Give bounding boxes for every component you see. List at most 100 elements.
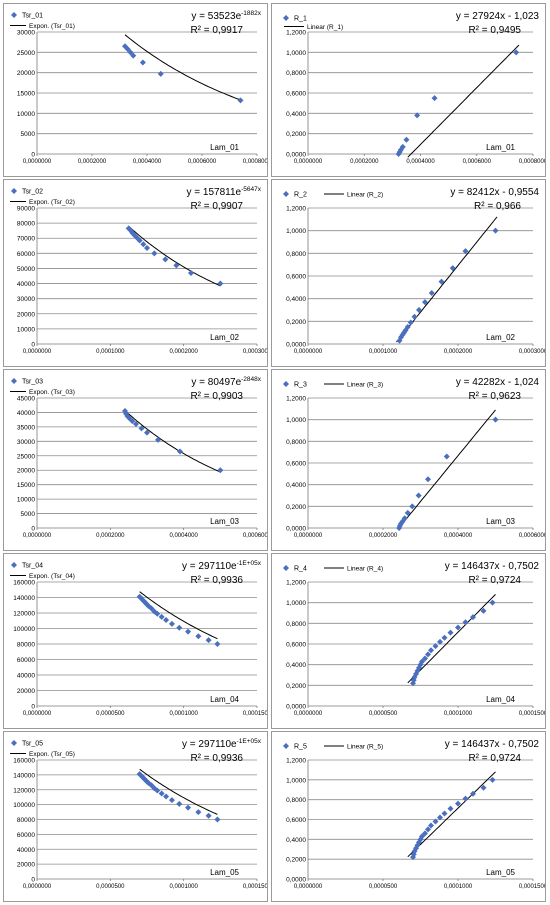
chart-r-4: 0,0000 0,2000 0,4000 0,6000 0,8000 1,0000 1,20… [271,553,546,729]
y-tick-label: 40000 [17,410,35,417]
x-tick-label: 0,0001500 [519,711,545,717]
x-tick-label: 0,0001000 [369,349,398,355]
r-squared-label: R² = 0,9917 [190,25,243,36]
legend-trend-label: Linear (R_4) [347,566,383,573]
y-tick-label: 15000 [17,91,35,98]
y-tick-label: 100000 [13,626,35,633]
y-tick-label: 0,8000 [286,439,306,446]
y-tick-label: 0,2000 [286,857,306,864]
x-axis-label: Lam_03 [210,517,239,526]
data-point [425,826,431,833]
x-tick-label: 0,0000500 [369,711,398,717]
data-point [441,810,448,817]
data-point [124,46,131,53]
trendline [124,410,221,473]
data-point [123,410,130,417]
chart-tsr-05: 0 20000 40000 60000 80000 100000 120000 140000 1… [3,731,268,902]
trendline-equation: y = 297110e-1E+05x [182,560,262,572]
r-squared-label: R² = 0,9724 [468,753,521,764]
data-point [401,515,408,522]
y-tick-label: 1,0000 [286,228,306,235]
x-tick-label: 0,0000000 [23,711,52,717]
trendline [124,34,241,101]
r-squared-label: R² = 0,9495 [468,25,521,36]
x-tick-label: 0,0003000 [519,349,545,355]
x-tick-label: 0,0000000 [23,349,52,355]
x-tick-label: 0,0000000 [294,159,323,165]
data-point [489,776,496,783]
data-point [428,647,434,654]
legend-series-label: Tsr_02 [22,189,43,196]
y-tick-label: 0 [31,152,35,159]
x-axis-label: Lam_01 [210,143,239,152]
data-point [138,595,145,602]
x-tick-label: 0,0001500 [243,711,267,717]
legend-trend-label: Linear (R_5) [347,744,383,751]
data-point [399,143,406,150]
y-tick-label: 1,2000 [286,758,306,765]
data-point [144,245,150,252]
data-point [431,95,438,102]
legend-trend-label: Expon. (Tsr_05) [29,751,75,758]
data-point [154,787,161,794]
y-tick-label: 0,4000 [286,662,306,669]
legend-trend-label: Expon. (Tsr_01) [29,23,75,30]
y-tick-label: 0 [31,877,35,884]
chart-svg: 0 20000 40000 60000 80000 100000 120000 140000 1… [10,560,267,717]
data-point [437,638,443,645]
y-tick-label: 0,6000 [286,274,306,281]
y-tick-label: 90000 [17,206,35,213]
data-point [185,628,192,635]
y-tick-label: 40000 [17,673,35,680]
data-point [443,453,450,460]
trendline [407,594,496,684]
x-tick-label: 0,0001000 [96,349,125,355]
legend-series-label: R_1 [294,16,307,23]
legend-trend-label: Expon. (Tsr_03) [29,389,75,396]
y-tick-label: 5000 [21,511,36,518]
data-point [462,619,469,626]
y-tick-label: 50000 [17,266,35,273]
chart-tsr-02: 0 10000 20000 30000 40000 50000 60000 70000 8000… [3,179,268,367]
data-point [422,299,428,306]
data-point [413,845,419,852]
y-tick-label: 160000 [13,758,35,765]
x-tick-label: 0,0002000 [78,159,107,165]
y-tick-label: 1,0000 [286,417,306,424]
x-tick-label: 0,0000500 [96,711,125,717]
trendline-equation: y = 157811e-5647x [187,186,262,198]
data-point [139,59,146,66]
data-point [185,804,192,811]
data-point [447,629,454,636]
x-axis-label: Lam_05 [210,868,239,877]
x-tick-label: 0,0000000 [23,884,52,890]
data-point [144,429,150,436]
x-tick-label: 0,0002000 [169,349,198,355]
data-point [415,492,422,499]
data-point [129,418,136,425]
x-tick-label: 0,0001000 [444,884,473,890]
y-tick-label: 140000 [13,595,35,602]
y-tick-label: 0,0000 [286,526,306,533]
x-tick-label: 0,0004000 [133,159,162,165]
y-tick-label: 60000 [17,832,35,839]
y-tick-label: 40000 [17,847,35,854]
legend-trend-label: Linear (R_1) [307,24,343,31]
y-tick-label: 60000 [17,251,35,258]
x-axis-label: Lam_04 [486,695,515,704]
r-squared-label: R² = 0,9907 [190,201,243,212]
y-tick-label: 20000 [17,862,35,869]
y-tick-label: 0,4000 [286,837,306,844]
trendline [139,591,218,640]
data-point [140,241,147,248]
data-point [410,851,417,858]
x-tick-label: 0,0008000 [243,159,267,165]
data-point [173,262,180,269]
trendline-equation: y = 82412x - 0,9554 [450,187,539,198]
r-squared-label: R² = 0,9936 [190,575,243,586]
legend-marker-icon [11,562,17,568]
y-tick-label: 80000 [17,221,35,228]
chart-r-2: 0,0000 0,2000 0,4000 0,6000 0,8000 1,0000 1,20… [271,179,546,367]
data-point [403,136,410,143]
chart-svg: 0 5000 10000 15000 20000 25000 30000 0,0000000 0… [10,10,267,165]
